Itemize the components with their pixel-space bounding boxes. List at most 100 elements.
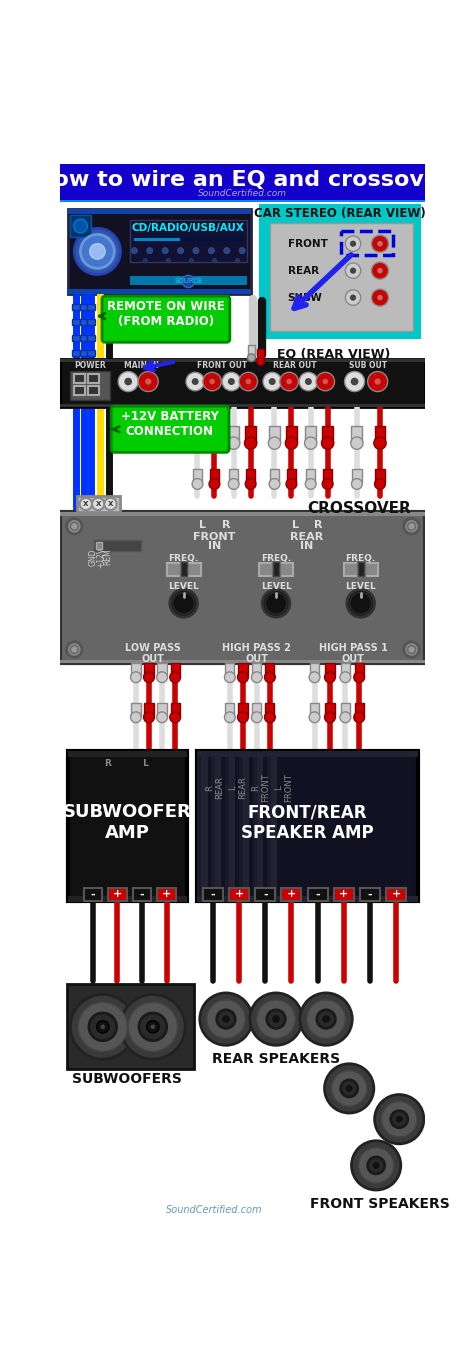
Circle shape (264, 671, 275, 682)
Circle shape (354, 712, 365, 722)
Circle shape (170, 589, 198, 616)
Bar (286, 426, 297, 441)
Bar (374, 426, 385, 441)
Bar (83, 888, 102, 900)
Text: IN: IN (208, 541, 221, 551)
Circle shape (408, 645, 415, 653)
Text: R          L: R L (106, 759, 149, 769)
Circle shape (189, 258, 194, 263)
Circle shape (300, 993, 352, 1045)
Text: +: + (162, 889, 171, 899)
Bar (306, 469, 315, 482)
Circle shape (350, 267, 356, 274)
Bar (74, 374, 85, 384)
Bar (74, 386, 85, 396)
Bar (209, 426, 220, 441)
Bar (239, 751, 247, 901)
Circle shape (128, 1003, 177, 1051)
Bar (310, 703, 319, 715)
Bar (310, 663, 319, 675)
Text: +: + (339, 889, 348, 899)
Circle shape (265, 592, 287, 614)
Circle shape (186, 373, 204, 390)
Bar (77, 496, 120, 512)
Text: L
REAR: L REAR (228, 777, 247, 800)
Text: -: - (210, 889, 215, 899)
Circle shape (209, 478, 220, 489)
Text: FRONT: FRONT (193, 532, 236, 543)
Circle shape (200, 993, 252, 1045)
Text: +12V: +12V (96, 547, 105, 567)
Bar (66, 985, 194, 1069)
Bar (171, 663, 180, 675)
Bar (130, 275, 247, 285)
Text: L
FRONT: L FRONT (274, 774, 293, 803)
Text: L: L (292, 519, 299, 530)
Bar (344, 563, 378, 575)
Text: SoundCertified.com: SoundCertified.com (199, 189, 287, 199)
Circle shape (374, 1095, 424, 1144)
Circle shape (246, 379, 251, 384)
Bar (87, 304, 95, 310)
Bar (198, 751, 205, 901)
Circle shape (104, 497, 117, 510)
Circle shape (118, 371, 138, 392)
Circle shape (368, 1156, 384, 1174)
Text: REMOTE ON WIRE
(FROM RADIO): REMOTE ON WIRE (FROM RADIO) (107, 300, 225, 327)
Bar (355, 703, 364, 715)
Circle shape (228, 378, 235, 385)
Bar (181, 563, 187, 577)
Bar (225, 751, 233, 901)
Bar (341, 663, 350, 675)
Text: FREQ.: FREQ. (169, 553, 199, 563)
Circle shape (80, 497, 92, 510)
Circle shape (251, 712, 262, 722)
Text: CD/RADIO/USB/AUX: CD/RADIO/USB/AUX (132, 223, 245, 233)
Circle shape (408, 522, 415, 530)
Text: SUBW: SUBW (288, 293, 322, 303)
Circle shape (322, 378, 329, 385)
Circle shape (170, 712, 181, 722)
Bar (87, 319, 95, 325)
Bar (215, 751, 221, 901)
Circle shape (100, 1025, 105, 1029)
Text: +12V BATTERY
CONNECTION: +12V BATTERY CONNECTION (121, 410, 219, 438)
Bar (357, 562, 365, 577)
Circle shape (305, 478, 316, 489)
Circle shape (222, 1015, 230, 1023)
Circle shape (341, 1080, 358, 1097)
Bar (72, 334, 80, 341)
Bar (198, 751, 418, 901)
Text: REAR OUT: REAR OUT (273, 360, 317, 370)
Bar (61, 407, 425, 516)
Circle shape (237, 671, 248, 682)
Text: LOW PASS
OUT: LOW PASS OUT (125, 643, 181, 664)
Text: +: + (392, 889, 401, 899)
Bar (80, 334, 87, 341)
Bar (271, 751, 277, 901)
Circle shape (250, 993, 302, 1045)
Bar (257, 349, 264, 360)
Circle shape (376, 295, 383, 301)
Circle shape (322, 1015, 330, 1023)
Circle shape (345, 371, 365, 392)
Circle shape (228, 437, 240, 449)
Circle shape (325, 712, 335, 722)
Circle shape (372, 262, 389, 279)
Circle shape (351, 378, 358, 385)
Text: X: X (108, 501, 113, 507)
Circle shape (165, 258, 171, 263)
Circle shape (269, 378, 276, 385)
Text: HIGH PASS 2
OUT: HIGH PASS 2 OUT (222, 643, 291, 664)
Circle shape (182, 275, 194, 288)
Bar (88, 374, 99, 384)
Circle shape (374, 478, 385, 489)
Bar (252, 663, 261, 675)
Circle shape (377, 295, 383, 300)
Bar (61, 359, 425, 407)
Circle shape (191, 378, 199, 385)
Bar (201, 751, 208, 901)
Circle shape (404, 641, 419, 658)
Circle shape (382, 1101, 417, 1137)
Text: L: L (200, 519, 206, 530)
